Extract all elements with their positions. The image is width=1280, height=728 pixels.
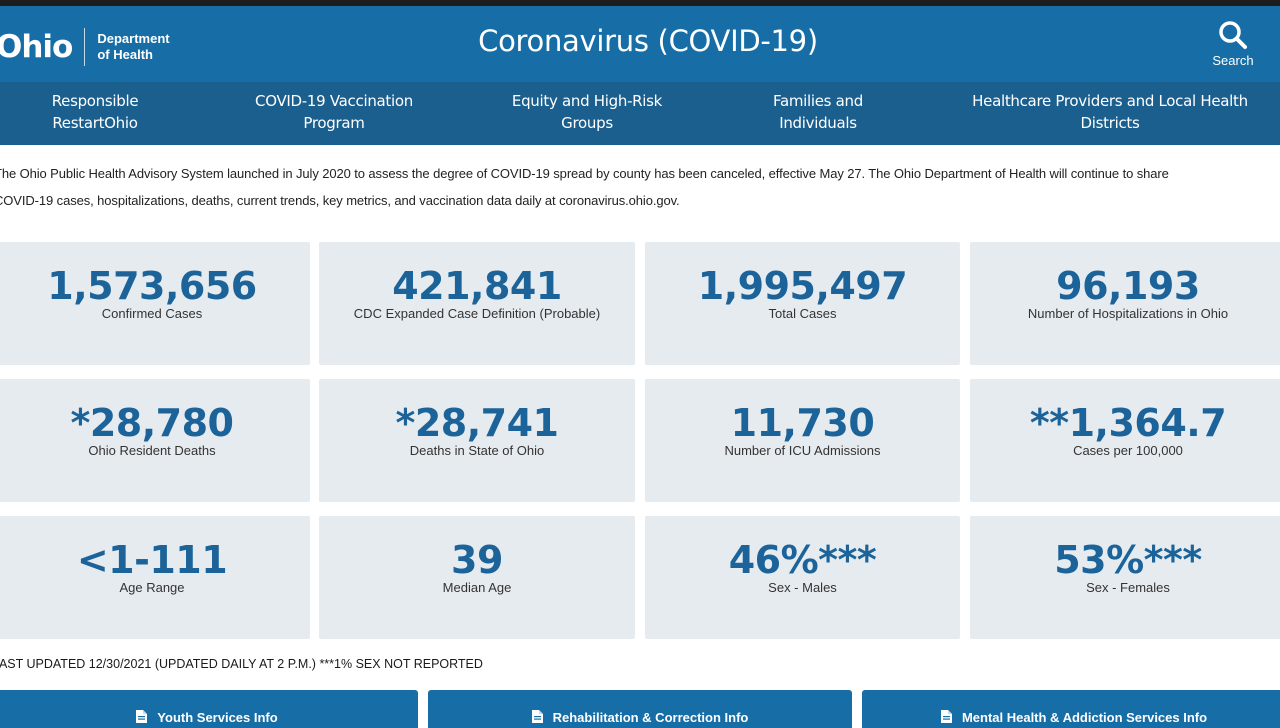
stat-value: 96,193 (1056, 264, 1200, 308)
nav-item-line2: Districts (1080, 114, 1140, 132)
stat-card-deaths-in-state: *28,741 Deaths in State of Ohio (319, 379, 635, 502)
nav-item-vaccination-program[interactable]: COVID-19 Vaccination Program (244, 90, 424, 134)
ohio-dept-health-logo[interactable]: Ohio Department of Health (0, 28, 170, 66)
site-header: Ohio Department of Health Coronavirus (C… (0, 6, 1280, 82)
nav-item-line1: Equity and High-Risk (511, 92, 663, 110)
stat-label: Number of ICU Admissions (724, 443, 881, 458)
stat-value: <1-111 (76, 538, 228, 582)
stat-value: 1,995,497 (697, 264, 908, 308)
stat-card-probable-cases: 421,841 CDC Expanded Case Definition (Pr… (319, 242, 635, 365)
advisory-notice: The Ohio Public Health Advisory System l… (0, 160, 1280, 214)
stat-value: 421,841 (392, 264, 562, 308)
nav-item-line2: Program (303, 114, 365, 132)
stat-label: Age Range (119, 580, 185, 595)
stat-card-hospitalizations: 96,193 Number of Hospitalizations in Ohi… (970, 242, 1280, 365)
page-title: Coronavirus (COVID-19) (478, 24, 818, 58)
stat-value: 46%*** (728, 538, 877, 582)
stat-label: Deaths in State of Ohio (409, 443, 545, 458)
button-label: Mental Health & Addiction Services Info (961, 710, 1208, 725)
advisory-line2: COVID-19 cases, hospitalizations, deaths… (0, 193, 680, 208)
advisory-line1: The Ohio Public Health Advisory System l… (0, 166, 1169, 181)
stat-value: 39 (451, 538, 503, 582)
stat-card-confirmed-cases: 1,573,656 Confirmed Cases (0, 242, 310, 365)
stat-value: 11,730 (730, 401, 875, 445)
document-icon (531, 710, 543, 723)
nav-item-line1: Responsible (51, 92, 139, 110)
main-nav: Responsible RestartOhio COVID-19 Vaccina… (0, 82, 1280, 145)
button-label: Rehabilitation & Correction Info (552, 710, 749, 725)
button-label: Youth Services Info (157, 710, 278, 725)
stat-value: 1,573,656 (47, 264, 257, 308)
stat-label: Ohio Resident Deaths (88, 443, 216, 458)
stat-card-age-range: <1-111 Age Range (0, 516, 310, 639)
nav-item-line2: Individuals (779, 114, 857, 132)
stat-card-icu-admissions: 11,730 Number of ICU Admissions (645, 379, 960, 502)
logo-dept-text: Department of Health (97, 31, 169, 63)
stat-card-cases-per-100k: **1,364.7 Cases per 100,000 (970, 379, 1280, 502)
stat-label: Median Age (442, 580, 512, 595)
rehabilitation-correction-info-button[interactable]: Rehabilitation & Correction Info (428, 690, 852, 728)
nav-item-line1: Healthcare Providers and Local Health (972, 92, 1248, 110)
stat-card-resident-deaths: *28,780 Ohio Resident Deaths (0, 379, 310, 502)
nav-item-line1: COVID-19 Vaccination (255, 92, 413, 110)
logo-ohio-wordmark: Ohio (0, 29, 73, 65)
stat-card-sex-males: 46%*** Sex - Males (645, 516, 960, 639)
nav-item-line1: Families and (773, 92, 863, 110)
stat-card-sex-females: 53%*** Sex - Females (970, 516, 1280, 639)
search-button[interactable]: Search (1208, 20, 1258, 68)
stat-label: CDC Expanded Case Definition (Probable) (353, 306, 601, 321)
stat-value: 53%*** (1054, 538, 1202, 582)
search-icon (1219, 21, 1247, 49)
stat-card-total-cases: 1,995,497 Total Cases (645, 242, 960, 365)
last-updated-note: LAST UPDATED 12/30/2021 (UPDATED DAILY A… (0, 657, 483, 671)
logo-divider (84, 28, 86, 66)
logo-dept-line1: Department (97, 31, 170, 46)
stat-label: Sex - Females (1086, 580, 1170, 595)
nav-item-equity-high-risk[interactable]: Equity and High-Risk Groups (497, 90, 677, 134)
top-strip (0, 0, 1280, 6)
document-icon (940, 710, 952, 723)
stat-card-median-age: 39 Median Age (319, 516, 635, 639)
document-icon (136, 710, 148, 723)
stat-value: *28,741 (395, 401, 559, 445)
nav-item-responsible-restartohio[interactable]: Responsible RestartOhio (40, 90, 150, 134)
stat-value: **1,364.7 (1029, 401, 1227, 445)
logo-dept-line2: of Health (97, 47, 153, 62)
youth-services-info-button[interactable]: Youth Services Info (0, 690, 418, 728)
stat-label: Confirmed Cases (101, 306, 203, 321)
stat-label: Sex - Males (768, 580, 837, 595)
search-label: Search (1212, 53, 1254, 68)
nav-item-families-individuals[interactable]: Families and Individuals (753, 90, 883, 134)
nav-item-healthcare-providers[interactable]: Healthcare Providers and Local Health Di… (960, 90, 1260, 134)
stat-label: Cases per 100,000 (1073, 443, 1183, 458)
stat-label: Total Cases (768, 306, 837, 321)
stat-value: *28,780 (70, 401, 234, 445)
nav-item-line2: Groups (561, 114, 613, 132)
nav-item-line2: RestartOhio (52, 114, 138, 132)
mental-health-addiction-info-button[interactable]: Mental Health & Addiction Services Info (862, 690, 1280, 728)
stat-label: Number of Hospitalizations in Ohio (1027, 306, 1229, 321)
